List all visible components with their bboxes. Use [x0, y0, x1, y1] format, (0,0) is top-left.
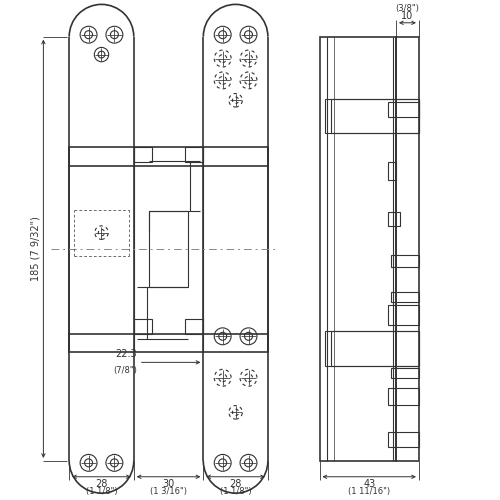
Text: (1 1/8"): (1 1/8"): [86, 486, 117, 496]
Bar: [332, 98, 419, 134]
Bar: [324, 98, 419, 134]
Bar: [388, 305, 419, 325]
Text: 43: 43: [363, 478, 376, 488]
Text: 28: 28: [230, 478, 242, 488]
Text: (1 3/16"): (1 3/16"): [150, 486, 187, 496]
Text: (7/8"): (7/8"): [113, 366, 137, 376]
Bar: [69, 148, 268, 166]
Text: (1 11/16"): (1 11/16"): [348, 486, 391, 496]
Text: (1 1/8"): (1 1/8"): [220, 486, 252, 496]
Bar: [388, 212, 400, 226]
Bar: [388, 102, 419, 118]
Bar: [391, 292, 419, 302]
Bar: [69, 334, 268, 352]
Bar: [150, 211, 188, 286]
Bar: [332, 332, 419, 366]
Text: 28: 28: [96, 478, 108, 488]
Bar: [134, 319, 152, 334]
Bar: [324, 332, 419, 366]
Text: 10: 10: [402, 11, 413, 21]
Bar: [391, 368, 419, 378]
Bar: [320, 36, 396, 461]
Bar: [391, 255, 419, 267]
Bar: [388, 162, 396, 180]
Bar: [186, 319, 204, 334]
Bar: [388, 388, 419, 406]
Bar: [134, 148, 152, 162]
Text: 30: 30: [162, 478, 174, 488]
Bar: [388, 432, 419, 447]
Text: 185 (7 9/32"): 185 (7 9/32"): [30, 216, 40, 281]
Bar: [186, 148, 204, 162]
Text: 22.3: 22.3: [115, 350, 137, 360]
Bar: [396, 36, 419, 461]
Text: (3/8"): (3/8"): [396, 4, 419, 13]
